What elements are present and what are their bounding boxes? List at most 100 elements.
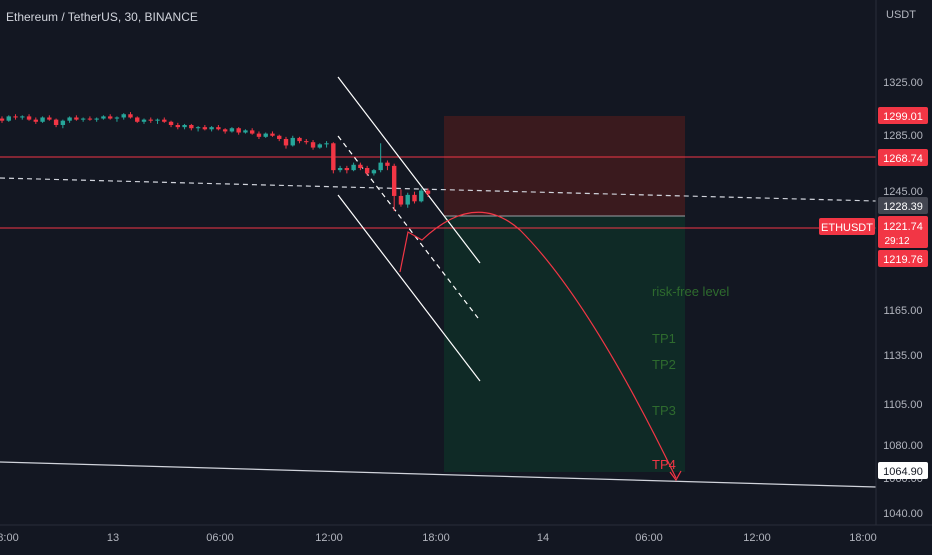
x-tick-label: 18:00 bbox=[422, 532, 450, 544]
candle-body[interactable] bbox=[0, 118, 5, 121]
stop-loss-zone[interactable] bbox=[444, 116, 685, 216]
candle-body[interactable] bbox=[236, 128, 241, 133]
price-label-1299[interactable]: 1299.01 bbox=[878, 107, 928, 124]
candle-body[interactable] bbox=[33, 119, 39, 122]
candle-body[interactable] bbox=[40, 117, 45, 122]
tp2-label: TP2 bbox=[652, 357, 676, 372]
price-label-current[interactable]: 1221.74 29:12 bbox=[878, 216, 928, 248]
y-tick-label: 1165.00 bbox=[884, 305, 923, 317]
candle-body[interactable] bbox=[283, 138, 289, 146]
price-label-1064[interactable]: 1064.90 bbox=[878, 462, 928, 479]
candle-body[interactable] bbox=[405, 194, 410, 205]
candle-body[interactable] bbox=[371, 170, 377, 174]
x-tick-label: 12:00 bbox=[743, 532, 771, 544]
tp4-label: TP4 bbox=[652, 457, 676, 472]
y-tick-label: 1285.00 bbox=[883, 130, 923, 142]
price-label-1219[interactable]: 1219.76 bbox=[878, 250, 928, 267]
candle-body[interactable] bbox=[94, 118, 99, 120]
candle-body[interactable] bbox=[324, 143, 329, 145]
x-tick-label: 14 bbox=[537, 532, 549, 544]
candle-body[interactable] bbox=[243, 130, 248, 133]
candle-body[interactable] bbox=[121, 114, 126, 118]
candle-body[interactable] bbox=[175, 125, 181, 128]
candle-body[interactable] bbox=[107, 116, 113, 119]
candle-body[interactable] bbox=[189, 125, 194, 129]
candle-body[interactable] bbox=[378, 162, 383, 171]
x-tick-label: 18:00 bbox=[849, 532, 877, 544]
candle-body[interactable] bbox=[20, 116, 25, 118]
candle-body[interactable] bbox=[114, 117, 120, 119]
candle-body[interactable] bbox=[304, 141, 309, 143]
candle-body[interactable] bbox=[135, 117, 140, 122]
candle-body[interactable] bbox=[229, 128, 235, 132]
y-tick-label: 1080.00 bbox=[883, 440, 923, 452]
channel-lower-line[interactable] bbox=[337, 194, 481, 382]
candle-body[interactable] bbox=[209, 127, 214, 130]
symbol-label[interactable]: ETHUSDT bbox=[819, 218, 875, 235]
candle-body[interactable] bbox=[202, 127, 208, 130]
candle-body[interactable] bbox=[222, 129, 228, 132]
candle-body[interactable] bbox=[249, 130, 255, 134]
dashed-trend-line[interactable] bbox=[0, 177, 877, 202]
candle-body[interactable] bbox=[67, 117, 72, 121]
candle-body[interactable] bbox=[101, 116, 106, 119]
candle-body[interactable] bbox=[168, 121, 174, 125]
candle-body[interactable] bbox=[128, 114, 133, 118]
candle-body[interactable] bbox=[344, 168, 350, 171]
candle-body[interactable] bbox=[216, 127, 221, 130]
candle-body[interactable] bbox=[270, 133, 275, 136]
candle-body[interactable] bbox=[148, 119, 153, 121]
candle-body[interactable] bbox=[391, 165, 397, 196]
candle-body[interactable] bbox=[310, 142, 316, 148]
candle-body[interactable] bbox=[337, 168, 343, 171]
candle-body[interactable] bbox=[87, 118, 93, 120]
candle-body[interactable] bbox=[80, 118, 86, 120]
candle-body[interactable] bbox=[195, 127, 201, 129]
candle-body[interactable] bbox=[331, 143, 336, 171]
x-tick-label: 8:00 bbox=[0, 532, 19, 544]
candle-body[interactable] bbox=[74, 117, 79, 120]
candle-body[interactable] bbox=[277, 135, 282, 139]
candle-body[interactable] bbox=[351, 164, 356, 171]
candle-body[interactable] bbox=[26, 116, 32, 120]
currency-label: USDT bbox=[886, 9, 916, 21]
price-label-1299-text: 1299.01 bbox=[883, 111, 923, 123]
candle-body[interactable] bbox=[425, 190, 431, 194]
candle-body[interactable] bbox=[297, 137, 302, 142]
candle-body[interactable] bbox=[13, 116, 18, 118]
candle-body[interactable] bbox=[47, 117, 52, 120]
candle-body[interactable] bbox=[162, 119, 167, 122]
price-label-1228-text: 1228.39 bbox=[883, 201, 923, 213]
bottom-trend-line[interactable] bbox=[0, 461, 877, 488]
candle-body[interactable] bbox=[141, 119, 147, 122]
y-tick-label: 1105.00 bbox=[884, 399, 923, 411]
channel-upper-line[interactable] bbox=[337, 76, 481, 264]
chart-title: Ethereum / TetherUS, 30, BINANCE bbox=[6, 10, 198, 24]
candle-body[interactable] bbox=[53, 119, 59, 125]
target-zone[interactable] bbox=[444, 216, 685, 472]
candle-body[interactable] bbox=[364, 168, 370, 174]
candle-body[interactable] bbox=[419, 190, 424, 202]
candle-body[interactable] bbox=[412, 194, 417, 202]
price-label-1228[interactable]: 1228.39 bbox=[878, 197, 928, 214]
candle-body[interactable] bbox=[155, 119, 160, 121]
projected-path[interactable] bbox=[399, 211, 677, 479]
y-tick-label: 1245.00 bbox=[883, 186, 923, 198]
candle-body[interactable] bbox=[385, 162, 390, 166]
candle-body[interactable] bbox=[263, 133, 268, 137]
candle-body[interactable] bbox=[182, 125, 187, 128]
y-tick-label: 1135.00 bbox=[884, 350, 923, 362]
candle-body[interactable] bbox=[60, 120, 66, 125]
price-label-current-text: 1221.74 bbox=[883, 221, 923, 233]
price-label-1268[interactable]: 1268.74 bbox=[878, 149, 928, 166]
candle-body[interactable] bbox=[398, 195, 404, 205]
candle-body[interactable] bbox=[256, 133, 262, 137]
candle-body[interactable] bbox=[358, 164, 363, 168]
candle-body[interactable] bbox=[6, 116, 11, 121]
risk-free-label: risk-free level bbox=[652, 284, 729, 299]
candle-body[interactable] bbox=[290, 137, 295, 146]
projected-arrow-icon bbox=[669, 470, 682, 482]
candle-body[interactable] bbox=[317, 144, 323, 148]
